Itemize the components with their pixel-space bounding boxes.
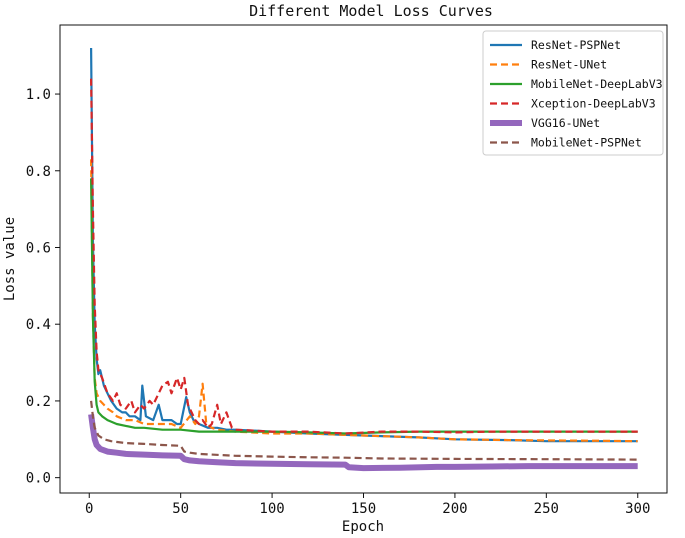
legend-box (482, 30, 664, 156)
legend-label: MobileNet-PSPNet (531, 136, 642, 150)
x-tick-label: 200 (442, 501, 467, 517)
series-line-vgg16-unet (88, 414, 638, 472)
y-tick-label: 0.6 (26, 240, 51, 256)
y-tick-label: 0.0 (26, 471, 51, 487)
chart-title: Different Model Loss Curves (249, 2, 493, 20)
y-tick-label: 0.4 (26, 317, 51, 333)
x-tick-label: 250 (534, 501, 559, 517)
legend-label: ResNet-UNet (531, 58, 607, 72)
y-axis-ticks: 0.0 0.2 0.4 0.6 0.8 1.0 (26, 87, 60, 487)
x-tick-label: 150 (351, 501, 376, 517)
series-line-resnet-unet (90, 159, 638, 443)
legend-label: MobileNet-DeepLabV3 (531, 77, 663, 91)
series-line-mobilenet-pspnet (90, 400, 638, 461)
x-tick-label: 300 (625, 501, 650, 517)
legend-label: ResNet-PSPNet (531, 38, 621, 52)
legend-label: Xception-DeepLabV3 (531, 97, 656, 111)
x-axis-label: Epoch (342, 519, 384, 535)
x-tick-label: 0 (85, 501, 93, 517)
x-tick-label: 100 (259, 501, 284, 517)
y-axis-label: Loss value (2, 217, 18, 301)
x-axis-ticks: 0 50 100 150 200 250 300 (85, 493, 650, 517)
series-line-xception-deeplabv3 (90, 78, 638, 435)
y-tick-label: 0.2 (26, 394, 51, 410)
legend: ResNet-PSPNet ResNet-UNet MobileNet-DeepLa… (482, 30, 664, 156)
y-tick-label: 1.0 (26, 87, 51, 103)
series-layer (88, 47, 638, 472)
y-tick-label: 0.8 (26, 164, 51, 180)
x-tick-label: 50 (172, 501, 189, 517)
legend-label: VGG16-UNet (531, 116, 600, 130)
